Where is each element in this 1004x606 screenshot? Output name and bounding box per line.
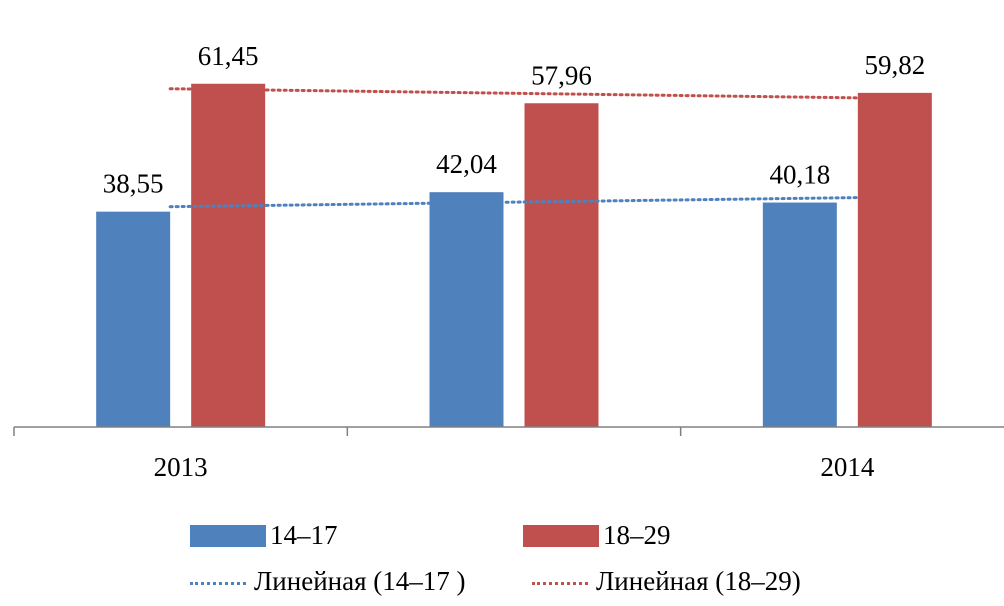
x-tick-label-2014: 2014	[820, 452, 875, 482]
trendline-14-17	[168, 196, 860, 209]
data-labels-group: 38,55 42,04 40,18 61,45 57,96 59,82	[103, 41, 925, 199]
bar-14-17-1	[96, 211, 171, 427]
x-axis: 2013 2014	[13, 426, 1004, 482]
legend-series-1: 14–17	[190, 520, 338, 551]
legend-trend-line-14-17	[190, 582, 246, 585]
bar-14-17-3	[762, 202, 837, 427]
data-label-18-29-1: 61,45	[198, 41, 259, 71]
trendline-18-29	[168, 87, 860, 100]
legend-label-14-17: 14–17	[270, 520, 338, 550]
data-label-18-29-3: 59,82	[864, 50, 925, 80]
data-label-14-17-3: 40,18	[769, 160, 830, 190]
legend-series-2: 18–29	[523, 520, 671, 551]
data-label-14-17-1: 38,55	[103, 169, 164, 199]
bar-18-29-2	[524, 103, 599, 427]
legend-trend-line-18-29	[532, 582, 588, 585]
legend-trend-1: Линейная (14–17 )	[190, 566, 465, 597]
legend-trend-label-18-29: Линейная (18–29)	[596, 566, 801, 596]
x-tick-label-2013: 2013	[154, 452, 208, 482]
legend-trend-2: Линейная (18–29)	[532, 566, 801, 597]
bar-14-17-2	[429, 192, 504, 427]
legend-trend-label-14-17: Линейная (14–17 )	[254, 566, 466, 596]
legend-swatch-18-29	[523, 524, 599, 547]
legend-swatch-14-17	[190, 524, 266, 547]
bar-18-29-3	[857, 92, 932, 427]
data-label-14-17-2: 42,04	[436, 149, 497, 179]
bars-group	[96, 83, 932, 427]
data-label-18-29-2: 57,96	[531, 60, 592, 90]
legend-label-18-29: 18–29	[603, 520, 671, 550]
trendlines-group	[168, 87, 860, 209]
bar-18-29-1	[191, 83, 266, 427]
